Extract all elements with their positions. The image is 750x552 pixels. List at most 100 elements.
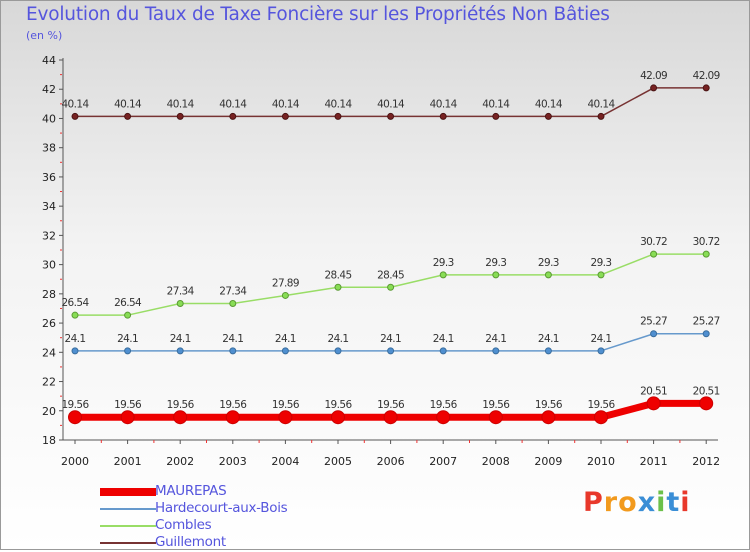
data-label: 27.34	[167, 285, 195, 297]
data-point	[176, 112, 184, 120]
data-label: 19.56	[114, 399, 142, 411]
x-tick-label: 2005	[324, 455, 352, 468]
data-point	[124, 112, 132, 120]
data-point	[176, 347, 184, 355]
data-point	[229, 347, 237, 355]
data-point	[281, 347, 289, 355]
legend-label: Guillemont	[155, 534, 226, 550]
data-point	[544, 112, 552, 120]
logo-letter: r	[603, 487, 619, 518]
data-label: 40.14	[482, 98, 510, 110]
data-point	[492, 271, 500, 279]
x-tick-label: 2012	[692, 455, 720, 468]
logo-letter: o	[618, 487, 638, 518]
x-tick-label: 2011	[640, 455, 668, 468]
data-label: 40.14	[272, 98, 300, 110]
x-tick-label: 2009	[534, 455, 562, 468]
data-label: 24.1	[485, 333, 506, 345]
y-tick-label: 18	[42, 434, 56, 447]
data-label: 40.14	[167, 98, 195, 110]
data-label: 25.27	[693, 316, 720, 328]
y-tick-label: 44	[42, 54, 56, 67]
x-tick-label: 2006	[377, 455, 405, 468]
legend-label: Combles	[155, 517, 212, 533]
data-label: 24.1	[170, 333, 191, 345]
data-point	[436, 410, 451, 425]
data-label: 20.51	[693, 385, 720, 397]
data-point	[120, 410, 135, 425]
data-point	[699, 396, 714, 411]
chart-unit-label: (en %)	[26, 29, 63, 42]
data-label: 40.14	[587, 98, 615, 110]
data-point	[334, 283, 342, 291]
y-tick-label: 22	[42, 376, 56, 389]
data-label: 19.56	[272, 399, 300, 411]
data-point	[387, 283, 395, 291]
legend-swatch	[100, 525, 156, 527]
data-label: 26.54	[114, 297, 142, 309]
legend-swatch	[100, 542, 156, 544]
data-point	[278, 410, 293, 425]
series-layer: 40.14 40.14 40.14 40.14 40.14 40.14 40.14 40.14…	[61, 70, 720, 425]
data-point	[281, 291, 289, 299]
data-label: 40.14	[535, 98, 563, 110]
data-label: 29.3	[538, 257, 559, 269]
data-point	[124, 347, 132, 355]
data-point	[650, 250, 658, 258]
data-point	[597, 271, 605, 279]
x-tick-label: 2003	[219, 455, 247, 468]
data-label: 24.1	[380, 333, 401, 345]
data-label: 40.14	[114, 98, 142, 110]
data-point	[439, 271, 447, 279]
data-label: 24.1	[538, 333, 559, 345]
y-tick-label: 30	[42, 259, 56, 272]
data-label: 19.56	[482, 399, 510, 411]
data-point	[334, 347, 342, 355]
logo-letter: t	[666, 487, 681, 518]
data-point	[334, 112, 342, 120]
data-label: 24.1	[117, 333, 138, 345]
data-point	[544, 271, 552, 279]
data-label: 27.89	[272, 277, 299, 289]
data-point	[650, 84, 658, 92]
data-label: 40.14	[61, 98, 89, 110]
legend-label: Hardecourt-aux-Bois	[155, 500, 288, 516]
x-tick-label: 2004	[271, 455, 299, 468]
data-label: 19.56	[430, 399, 458, 411]
proxiti-logo: Proxiti	[583, 487, 691, 518]
x-tick-label: 2001	[114, 455, 142, 468]
data-label: 26.54	[61, 297, 89, 309]
data-point	[225, 410, 240, 425]
x-tick-label: 2002	[166, 455, 194, 468]
data-label: 24.1	[591, 333, 612, 345]
data-point	[702, 330, 710, 338]
x-tick-label: 2007	[429, 455, 457, 468]
data-label: 19.56	[324, 399, 352, 411]
data-label: 19.56	[61, 399, 89, 411]
data-point	[229, 299, 237, 307]
data-point	[173, 410, 188, 425]
data-label: 19.56	[587, 399, 615, 411]
data-label: 40.14	[377, 98, 405, 110]
legend-swatch	[100, 508, 156, 510]
y-tick-label: 42	[42, 83, 56, 96]
data-label: 19.56	[535, 399, 563, 411]
data-label: 40.14	[324, 98, 352, 110]
data-point	[650, 330, 658, 338]
data-point	[71, 112, 79, 120]
data-label: 29.3	[433, 257, 454, 269]
y-tick-label: 34	[42, 200, 56, 213]
data-label: 19.56	[219, 399, 247, 411]
y-tick-label: 28	[42, 288, 56, 301]
data-label: 29.3	[591, 257, 612, 269]
data-point	[387, 347, 395, 355]
data-point	[439, 347, 447, 355]
data-label: 40.14	[219, 98, 247, 110]
data-point	[492, 112, 500, 120]
data-label: 24.1	[65, 333, 86, 345]
legend-label: MAUREPAS	[155, 483, 227, 499]
data-label: 30.72	[693, 236, 720, 248]
data-point	[541, 410, 556, 425]
data-label: 19.56	[377, 399, 405, 411]
